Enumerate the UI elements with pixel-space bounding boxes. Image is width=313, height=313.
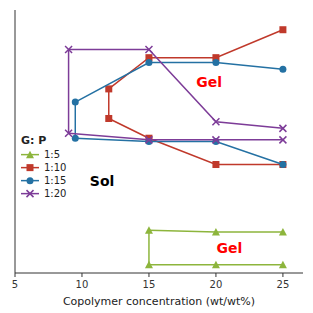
x-tick xyxy=(81,273,82,277)
point xyxy=(212,161,219,168)
boundary-closure xyxy=(68,49,70,133)
legend-marker xyxy=(27,177,34,184)
legend-entry: 1:5 xyxy=(44,149,60,160)
series xyxy=(72,59,287,168)
legend: G: P 1:5 1:10 1:15 1:20 xyxy=(21,134,66,199)
point xyxy=(279,26,286,33)
point xyxy=(72,99,79,106)
point xyxy=(279,261,287,269)
legend-marker xyxy=(26,151,34,159)
series xyxy=(105,26,286,168)
x-tick-label: 20 xyxy=(210,279,223,290)
boundary-closure xyxy=(75,102,77,138)
point xyxy=(105,115,112,122)
annotation: Gel xyxy=(196,74,222,90)
point xyxy=(145,59,152,66)
series xyxy=(65,46,286,143)
point xyxy=(65,130,72,137)
x-tick xyxy=(15,273,16,277)
x-tick-label: 25 xyxy=(277,279,290,290)
boundary-closure xyxy=(148,230,150,265)
legend-marker xyxy=(27,164,34,171)
chart: 5 10 15 20 25 Copolymer concentration (wt/wt%… xyxy=(0,0,313,313)
x-tick-label: 10 xyxy=(76,279,89,290)
annotation: Sol xyxy=(90,173,115,189)
annotation: Gel xyxy=(216,240,242,256)
point xyxy=(145,46,152,53)
point xyxy=(279,228,287,236)
plot-area xyxy=(65,26,287,268)
point xyxy=(212,118,219,125)
point xyxy=(279,66,286,73)
point xyxy=(65,46,72,53)
x-axis xyxy=(15,273,303,274)
x-axis-label: Copolymer concentration (wt/wt%) xyxy=(63,295,255,308)
legend-entry: 1:15 xyxy=(44,175,66,186)
point xyxy=(105,85,112,92)
legend-marker xyxy=(27,190,34,197)
point xyxy=(212,59,219,66)
series xyxy=(145,226,287,268)
point xyxy=(279,161,286,168)
lower-boundary xyxy=(69,133,283,140)
point xyxy=(279,161,286,168)
point xyxy=(145,261,153,269)
point xyxy=(212,261,220,269)
point xyxy=(145,226,153,234)
lower-boundary xyxy=(75,138,283,164)
point xyxy=(279,125,286,132)
point xyxy=(212,136,219,143)
point xyxy=(72,135,79,142)
upper-boundary xyxy=(69,49,283,128)
point xyxy=(279,136,286,143)
x-tick xyxy=(148,273,149,277)
x-tick-label: 15 xyxy=(143,279,156,290)
legend-entry: 1:10 xyxy=(44,162,66,173)
x-tick xyxy=(215,273,216,277)
legend-title: G: P xyxy=(21,134,46,147)
boundary-closure xyxy=(108,89,110,119)
point xyxy=(212,228,220,236)
x-tick-label: 5 xyxy=(12,279,18,290)
legend-entry: 1:20 xyxy=(44,188,66,199)
point xyxy=(145,136,152,143)
y-axis xyxy=(15,10,16,273)
x-tick xyxy=(282,273,283,277)
